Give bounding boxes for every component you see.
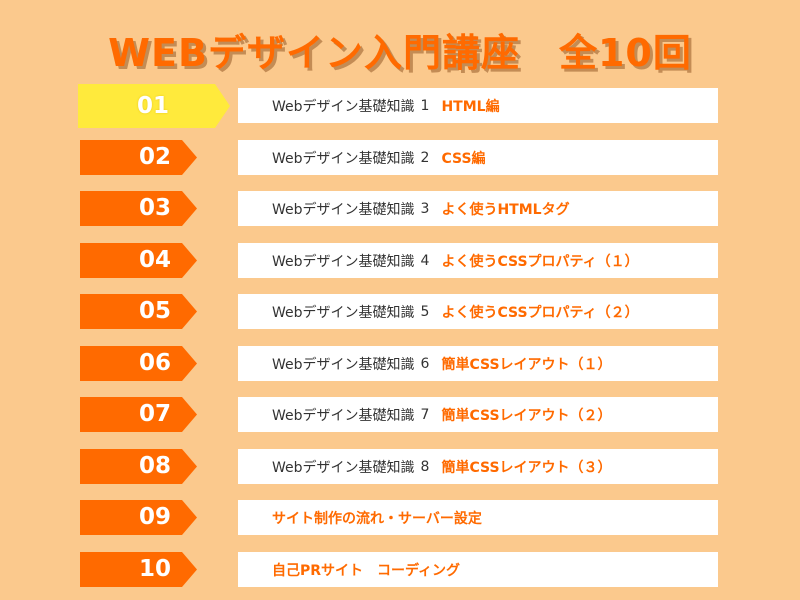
lesson-number-badge: 07 [80, 397, 197, 432]
page-title: WEBデザイン入門講座 全10回 [108, 31, 692, 75]
lesson-number-badge: 09 [80, 500, 197, 535]
lesson-number-badge: 03 [80, 191, 197, 226]
lesson-number: 07 [138, 401, 171, 427]
lesson-series-label: Webデザイン基礎知識 [272, 356, 415, 373]
lesson-number-badge: 05 [80, 294, 197, 329]
lesson-number: 08 [138, 453, 171, 479]
lesson-topic: よく使うCSSプロパティ（１） [441, 253, 639, 270]
lesson-number-badge: 08 [80, 449, 197, 484]
lesson-row[interactable]: 07 Webデザイン基礎知識 7 簡単CSSレイアウト（２） [80, 397, 718, 432]
lesson-series-number: 3 [420, 200, 430, 217]
lesson-title-box[interactable]: Webデザイン基礎知識 3 よく使うHTMLタグ [238, 191, 718, 226]
lesson-number: 09 [138, 504, 171, 530]
lesson-number: 05 [138, 298, 171, 324]
lesson-title-box[interactable]: Webデザイン基礎知識 6 簡単CSSレイアウト（１） [238, 346, 718, 381]
lesson-series-label: Webデザイン基礎知識 [272, 304, 415, 321]
lesson-series-number: 1 [420, 97, 430, 114]
lesson-series-label: Webデザイン基礎知識 [272, 98, 415, 115]
lesson-topic: よく使うCSSプロパティ（２） [441, 304, 639, 321]
lesson-topic: 自己PRサイト コーディング [272, 562, 461, 579]
lesson-row[interactable]: 08 Webデザイン基礎知識 8 簡単CSSレイアウト（３） [80, 449, 718, 484]
lesson-title-box[interactable]: 自己PRサイト コーディング [238, 552, 718, 587]
lesson-topic: 簡単CSSレイアウト（３） [441, 459, 612, 476]
lesson-topic: HTML編 [441, 98, 500, 115]
lesson-number-badge: 06 [80, 346, 197, 381]
lesson-number-badge: 04 [80, 243, 197, 278]
lesson-series-number: 2 [420, 149, 430, 166]
lesson-number: 10 [138, 556, 171, 582]
lesson-series-label: Webデザイン基礎知識 [272, 459, 415, 476]
lesson-number: 04 [138, 247, 171, 273]
lesson-series-number: 6 [420, 355, 430, 372]
lesson-series-label: Webデザイン基礎知識 [272, 201, 415, 218]
lesson-topic: サイト制作の流れ・サーバー設定 [272, 510, 482, 527]
lesson-topic: 簡単CSSレイアウト（２） [441, 407, 612, 424]
lesson-title-box[interactable]: Webデザイン基礎知識 2 CSS編 [238, 140, 718, 175]
lesson-number: 01 [136, 93, 169, 119]
lesson-topic: よく使うHTMLタグ [441, 201, 570, 218]
lesson-series-number: 4 [420, 252, 430, 269]
lesson-title-box[interactable]: Webデザイン基礎知識 5 よく使うCSSプロパティ（２） [238, 294, 718, 329]
lesson-series-label: Webデザイン基礎知識 [272, 253, 415, 270]
lesson-row[interactable]: 03 Webデザイン基礎知識 3 よく使うHTMLタグ [80, 191, 718, 226]
lesson-topic: 簡単CSSレイアウト（１） [441, 356, 612, 373]
lesson-series-number: 5 [420, 303, 430, 320]
lesson-series-label: Webデザイン基礎知識 [272, 150, 415, 167]
lesson-row[interactable]: 02 Webデザイン基礎知識 2 CSS編 [80, 140, 718, 175]
lesson-number: 06 [138, 350, 171, 376]
lesson-row[interactable]: 06 Webデザイン基礎知識 6 簡単CSSレイアウト（１） [80, 346, 718, 381]
lesson-title-box[interactable]: サイト制作の流れ・サーバー設定 [238, 500, 718, 535]
lesson-title-box[interactable]: Webデザイン基礎知識 8 簡単CSSレイアウト（３） [238, 449, 718, 484]
lesson-title-box[interactable]: Webデザイン基礎知識 4 よく使うCSSプロパティ（１） [238, 243, 718, 278]
lesson-title-box[interactable]: Webデザイン基礎知識 1 HTML編 [238, 88, 718, 123]
lesson-topic: CSS編 [441, 150, 486, 167]
lesson-number-badge: 10 [80, 552, 197, 587]
lesson-series-number: 8 [420, 458, 430, 475]
lesson-row[interactable]: 05 Webデザイン基礎知識 5 よく使うCSSプロパティ（２） [80, 294, 718, 329]
lesson-number-badge: 02 [80, 140, 197, 175]
lesson-number-badge: 01 [78, 84, 230, 128]
lesson-row[interactable]: 09 サイト制作の流れ・サーバー設定 [80, 500, 718, 535]
lesson-number: 02 [138, 144, 171, 170]
lesson-row[interactable]: 01 Webデザイン基礎知識 1 HTML編 [78, 84, 718, 128]
lesson-series-number: 7 [420, 406, 430, 423]
lesson-title-box[interactable]: Webデザイン基礎知識 7 簡単CSSレイアウト（２） [238, 397, 718, 432]
lesson-number: 03 [138, 195, 171, 221]
lesson-series-label: Webデザイン基礎知識 [272, 407, 415, 424]
lesson-row[interactable]: 04 Webデザイン基礎知識 4 よく使うCSSプロパティ（１） [80, 243, 718, 278]
lesson-row[interactable]: 10 自己PRサイト コーディング [80, 552, 718, 587]
